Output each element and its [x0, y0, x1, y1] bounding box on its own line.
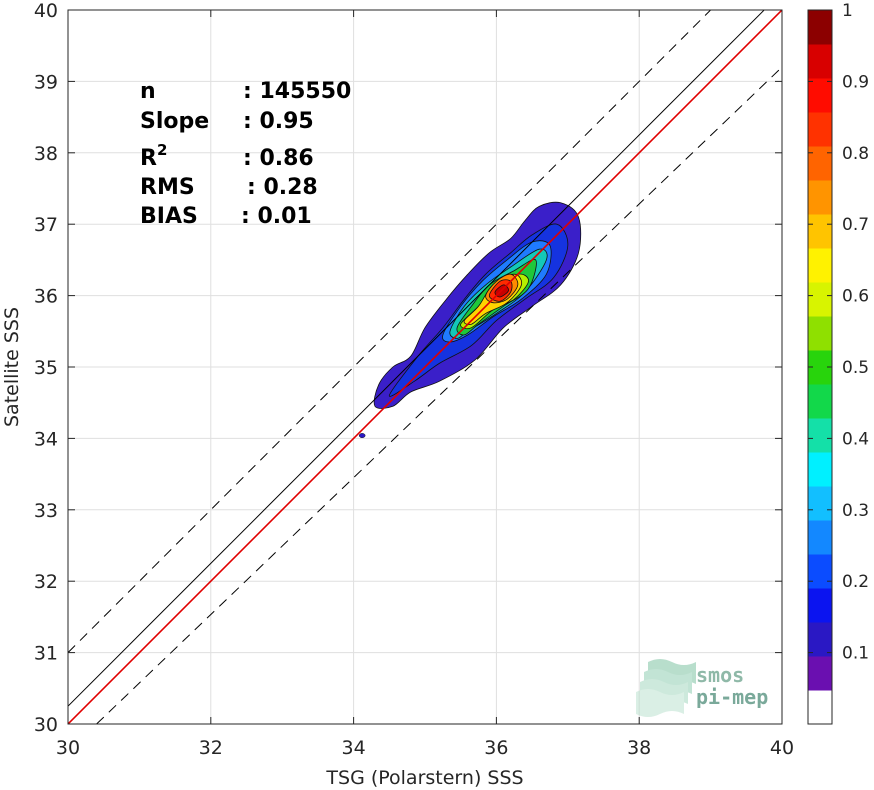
y-tick-label: 32 [34, 571, 58, 593]
colorbar-segment [808, 180, 832, 215]
colorbar-segment [808, 282, 832, 317]
colorbar-segment [808, 486, 832, 521]
colorbar-segment [808, 554, 832, 589]
colorbar-segment [808, 656, 832, 691]
colorbar-tick-label: 0.2 [842, 572, 869, 592]
colorbar-segment [808, 146, 832, 181]
logo-text-line1: smos [696, 663, 744, 687]
plot-area [68, 10, 782, 724]
stat-superscript: 2 [157, 141, 167, 159]
y-tick-label: 31 [34, 643, 58, 665]
x-tick-label: 38 [627, 737, 651, 759]
colorbar-segment [808, 10, 832, 45]
y-tick-label: 33 [34, 500, 58, 522]
colorbar-segment [808, 248, 832, 283]
colorbar-tick-label: 0.9 [842, 72, 869, 92]
grid [68, 10, 782, 724]
colorbar-segment [808, 214, 832, 249]
colorbar-segment [808, 588, 832, 623]
x-tick-label: 36 [484, 737, 508, 759]
colorbar-segment [808, 44, 832, 79]
colorbar-segment [808, 384, 832, 419]
logo-mark [636, 659, 696, 717]
x-tick-label: 34 [342, 737, 366, 759]
x-tick-label: 30 [56, 737, 80, 759]
stat-value: : 0.86 [243, 146, 314, 171]
logo-wave [636, 689, 684, 717]
upper-bound-line [68, 10, 712, 653]
axes: 30 32 34 36 38 40 30 31 32 33 34 35 36 37 38 39 40 TSG (P… [1, 0, 794, 789]
colorbar-tick-label: 0.5 [842, 358, 869, 378]
colorbar-segment [808, 520, 832, 555]
x-axis-label: TSG (Polarstern) SSS [325, 767, 523, 789]
identity-line [68, 10, 765, 707]
colorbar-segment [808, 452, 832, 487]
x-tick-label: 40 [770, 737, 794, 759]
y-tick-label: 38 [34, 143, 58, 165]
stat-label: BIAS [140, 204, 198, 229]
density-contours [358, 201, 582, 438]
colorbar: 0.1 0.2 0.3 0.4 0.5 0.6 0.7 0.8 0.9 1 [807, 1, 869, 725]
y-tick-label: 35 [34, 357, 58, 379]
colorbar-tick-label: 0.8 [842, 144, 869, 164]
colorbar-segment [808, 316, 832, 351]
y-tick-label: 39 [34, 71, 58, 93]
stat-label: RMS [140, 175, 195, 200]
colorbar-segment [808, 622, 832, 657]
y-tick-label: 37 [34, 214, 58, 236]
stat-value: : 0.01 [241, 204, 312, 229]
y-axis-label: Satellite SSS [1, 307, 23, 427]
x-tick-label: 32 [199, 737, 223, 759]
density-speck [358, 433, 366, 438]
colorbar-tick-label: 0.4 [842, 429, 869, 449]
colorbar-tick-label: 0.3 [842, 501, 869, 521]
colorbar-tick-label: 1 [842, 1, 853, 21]
colorbar-segment [808, 690, 832, 725]
y-tick-label: 30 [34, 714, 58, 736]
stat-value: : 0.95 [243, 109, 314, 134]
reference-lines [68, 10, 782, 724]
colorbar-segment [808, 112, 832, 147]
colorbar-segment [808, 418, 832, 453]
regression-line [68, 10, 782, 724]
stat-label: n [140, 79, 156, 104]
colorbar-tick-label: 0.7 [842, 215, 869, 235]
y-tick-label: 40 [34, 0, 58, 22]
colorbar-segment [808, 78, 832, 113]
y-tick-label: 36 [34, 286, 58, 308]
colorbar-tick-label: 0.1 [842, 644, 869, 664]
logo-text-line2: pi-mep [696, 685, 768, 709]
colorbar-tick-label: 0.6 [842, 287, 869, 307]
lower-bound-line [96, 66, 782, 724]
stat-label: Slope [140, 109, 209, 134]
stat-value: : 0.28 [247, 175, 318, 200]
y-tick-label: 34 [34, 428, 58, 450]
stat-value: : 145550 [243, 79, 351, 104]
